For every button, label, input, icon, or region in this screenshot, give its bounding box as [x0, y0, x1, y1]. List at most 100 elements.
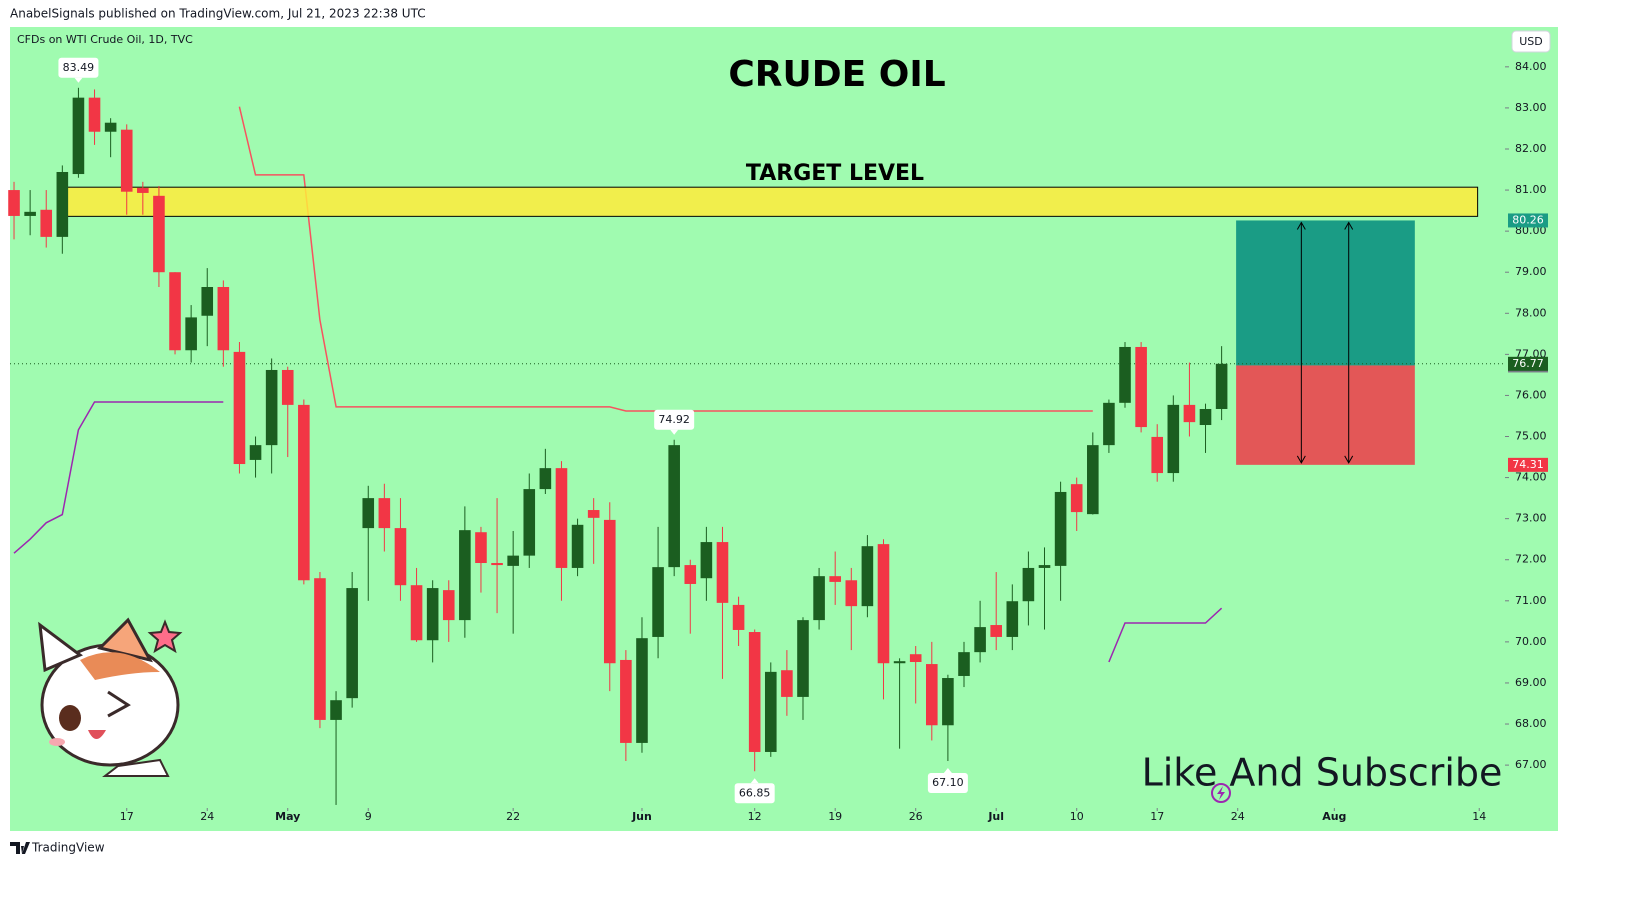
- x-tick-label: 9: [365, 810, 372, 823]
- arrow-head: [1296, 455, 1306, 464]
- arrow-head: [1344, 455, 1354, 464]
- y-tick-label: 82.00: [1515, 142, 1547, 155]
- y-tick-label: 76.00: [1515, 388, 1547, 401]
- candle-body: [1119, 346, 1131, 403]
- y-tick-label: 69.00: [1515, 676, 1547, 689]
- y-tick-label: 67.00: [1515, 758, 1547, 771]
- price-label-box: [927, 772, 968, 793]
- y-tick-label: 72.00: [1515, 553, 1547, 566]
- axis-price-text: 74.31: [1512, 458, 1544, 471]
- candle-body: [652, 567, 664, 637]
- candle-body: [668, 445, 680, 568]
- candle-body: [523, 489, 536, 556]
- candle-body: [24, 211, 36, 216]
- y-tick-label: 74.00: [1515, 471, 1547, 484]
- candle-body: [1022, 567, 1035, 602]
- candle-body: [732, 604, 745, 630]
- price-label: 83.49: [63, 61, 95, 74]
- candle-body: [233, 351, 246, 465]
- publish-info: AnabelSignals published on TradingView.c…: [10, 7, 426, 21]
- cat-sticker: [38, 617, 183, 777]
- candle-body: [40, 209, 53, 237]
- candle-body: [620, 659, 632, 743]
- currency-box[interactable]: [1511, 30, 1551, 53]
- candle-body: [942, 678, 954, 726]
- x-tick-label: 19: [828, 810, 842, 823]
- symbol-info: CFDs on WTI Crude Oil, 1D, TVC: [17, 33, 193, 46]
- candle-body: [1038, 565, 1051, 568]
- y-tick-label: 73.00: [1515, 512, 1547, 525]
- candle-body: [555, 468, 568, 568]
- candle-body: [169, 272, 181, 351]
- candle-body: [265, 369, 278, 446]
- candle-body: [587, 510, 600, 518]
- candle-body: [1054, 491, 1067, 566]
- price-label-box: [734, 783, 775, 804]
- x-tick-label: 14: [1472, 810, 1486, 823]
- candle-body: [459, 530, 471, 621]
- candle-body: [88, 97, 101, 132]
- price-label-pointer: [943, 767, 952, 773]
- candle-body: [797, 620, 809, 697]
- candle-body: [217, 286, 230, 351]
- price-label-box: [58, 57, 99, 78]
- price-label-pointer: [670, 429, 679, 435]
- x-tick-label: Aug: [1322, 810, 1346, 823]
- y-tick-label: 81.00: [1515, 183, 1547, 196]
- brand-logo: [10, 842, 30, 854]
- candle-body: [603, 519, 616, 664]
- y-tick-label: 68.00: [1515, 717, 1547, 730]
- candle-body: [362, 498, 375, 529]
- y-tick-label: 83.00: [1515, 101, 1547, 114]
- candle-body: [137, 188, 149, 193]
- candle-body: [201, 286, 214, 316]
- indicator-line: [13, 401, 1223, 663]
- y-tick-label: 70.00: [1515, 635, 1547, 648]
- loss-zone: [1236, 365, 1415, 465]
- candle-body: [700, 542, 713, 579]
- candle-body: [1103, 402, 1115, 446]
- x-tick-label: 24: [1231, 810, 1245, 823]
- axis-price-text: 80.26: [1512, 213, 1544, 226]
- candle-body: [781, 670, 793, 697]
- candle-body: [72, 97, 85, 175]
- candle-body: [861, 546, 874, 607]
- candle-body: [491, 563, 503, 566]
- axis-price-tag: [1508, 457, 1548, 472]
- candle-body: [877, 544, 890, 664]
- candle-body: [394, 528, 407, 586]
- candle-body: [442, 590, 455, 621]
- price-label: 66.85: [739, 786, 771, 799]
- x-tick-label: Jun: [631, 810, 652, 823]
- candle-body: [813, 576, 825, 621]
- candle-body: [1087, 445, 1099, 515]
- candle-body: [249, 445, 262, 460]
- candle-body: [990, 625, 1002, 637]
- candle-body: [1135, 346, 1147, 428]
- candle-body: [330, 700, 342, 720]
- x-tick-label: 17: [1150, 810, 1164, 823]
- currency[interactable]: USD: [1519, 35, 1543, 48]
- price-label: 67.10: [932, 776, 964, 789]
- candle-body: [346, 588, 358, 699]
- target-zone: [65, 186, 1479, 217]
- x-tick-label: 12: [748, 810, 762, 823]
- candle-body: [1199, 408, 1212, 426]
- brand: TradingView: [31, 841, 105, 855]
- x-tick-label: 24: [200, 810, 214, 823]
- candle-body: [764, 671, 777, 752]
- price-label-pointer: [750, 778, 759, 784]
- candle-body: [539, 468, 552, 490]
- candle-body: [716, 542, 729, 603]
- y-tick-label: 78.00: [1515, 306, 1547, 319]
- arrow-head: [1296, 221, 1306, 230]
- candle-body: [974, 627, 986, 653]
- x-tick-label: Jul: [987, 810, 1004, 823]
- y-tick-label: 75.00: [1515, 430, 1547, 443]
- lightning-icon[interactable]: [1211, 783, 1231, 803]
- candle-body: [1215, 363, 1228, 409]
- target-label: TARGET LEVEL: [746, 161, 924, 186]
- cat-patch: [80, 652, 160, 680]
- candle-body: [1151, 436, 1164, 474]
- candle-body: [571, 524, 584, 568]
